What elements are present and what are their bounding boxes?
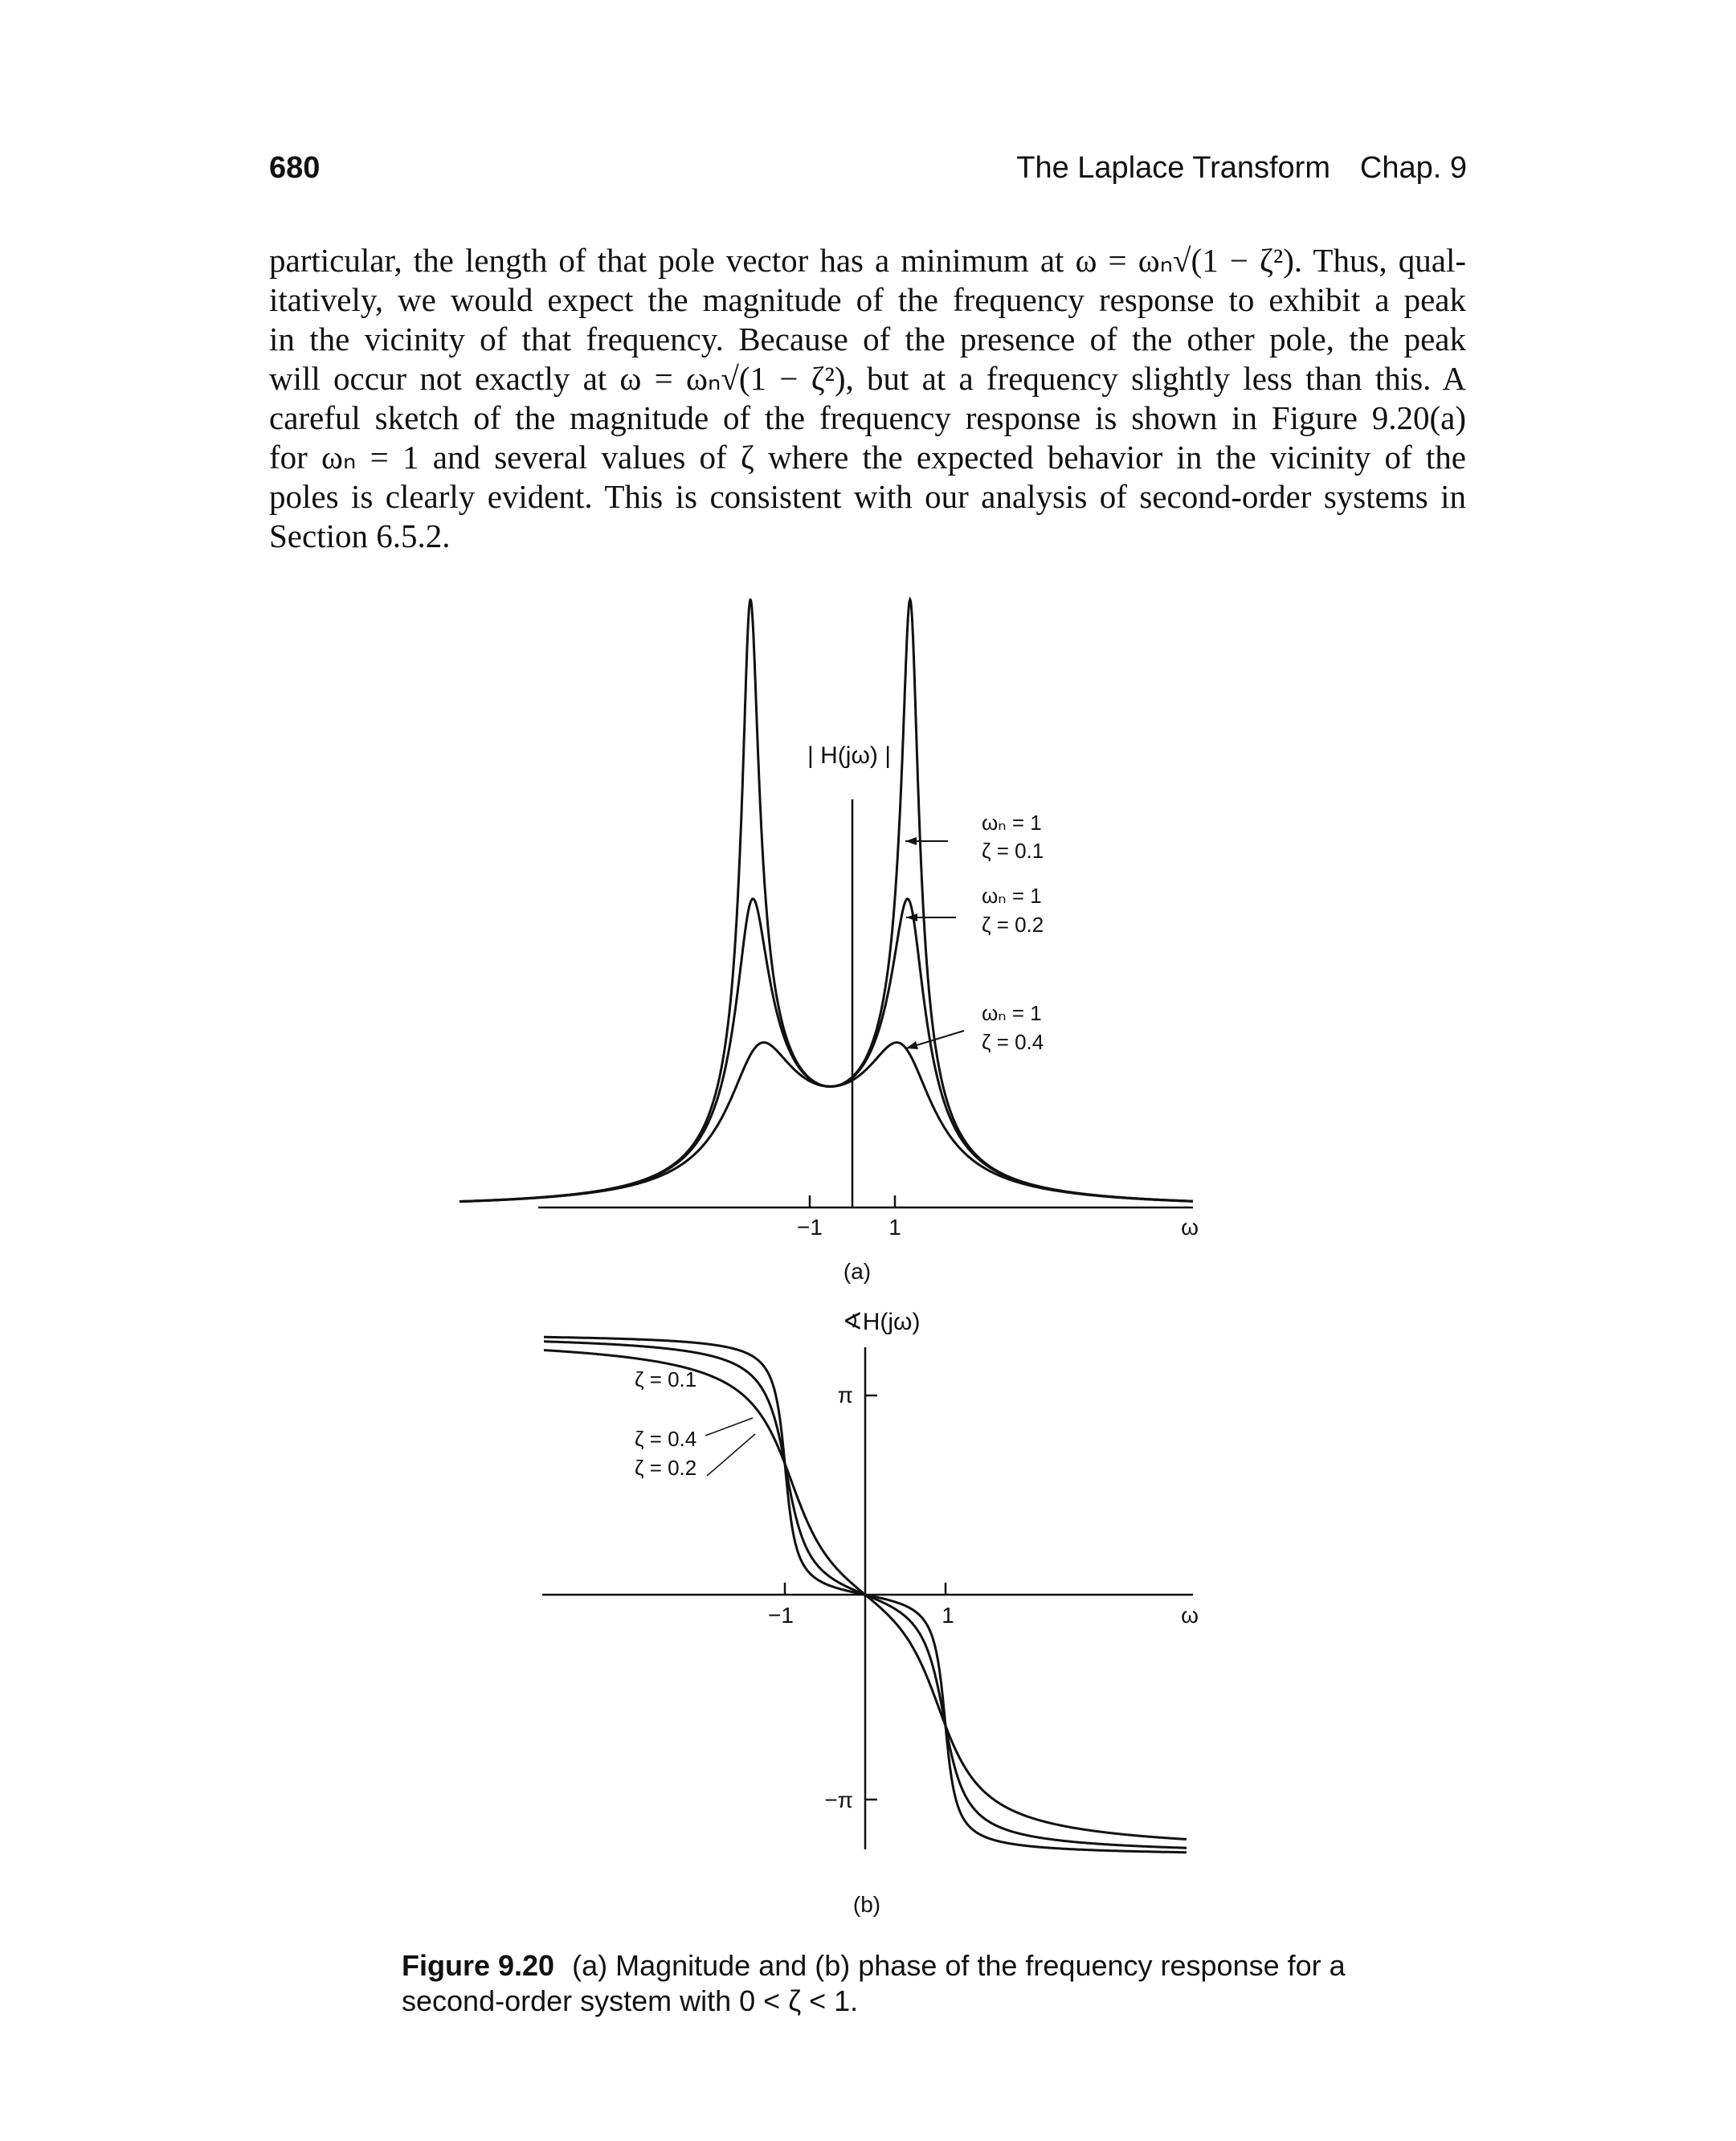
arrowhead-icon	[906, 1041, 918, 1049]
annotation-zeta: ζ = 0.4	[982, 1030, 1044, 1054]
series-line-2	[544, 1340, 1187, 1849]
panel-label-a: (a)	[843, 1259, 871, 1284]
x-tick-label-plus-1: 1	[888, 1215, 901, 1240]
caption-label: Figure 9.20	[402, 1949, 555, 1982]
phase-x-label: ω	[1181, 1603, 1199, 1628]
annotation-zeta: ζ = 0.2	[982, 913, 1044, 937]
page-header: 680 The Laplace Transform Chap. 9	[269, 151, 1467, 191]
annotation-wn: ωₙ = 1	[982, 884, 1042, 908]
body-line: for ωₙ = 1 and several values of ζ where…	[269, 439, 1466, 476]
series-line-2	[459, 897, 1193, 1203]
panel-label-b: (b)	[853, 1892, 880, 1917]
magnitude-y-label: | H(jω) |	[807, 742, 891, 769]
y-tick-label-pi: π	[838, 1383, 853, 1408]
legend-leader-zeta-0-2	[706, 1433, 756, 1477]
legend-zeta-0-2: ζ = 0.2	[635, 1456, 696, 1480]
arrowhead-icon	[905, 837, 917, 845]
body-line: will occur not exactly at ω = ωₙ√(1 − ζ²…	[269, 360, 1466, 397]
body-line: careful sketch of the magnitude of the f…	[269, 399, 1466, 436]
legend-zeta-0-1: ζ = 0.1	[635, 1367, 696, 1391]
x-tick-label-minus-1: −1	[768, 1603, 794, 1628]
body-line: particular, the length of that pole vect…	[269, 242, 1466, 279]
legend-zeta-0-4: ζ = 0.4	[635, 1427, 696, 1451]
running-title: The Laplace Transform	[1016, 151, 1330, 185]
magnitude-x-label: ω	[1181, 1215, 1199, 1240]
chapter-label: Chap. 9	[1359, 151, 1467, 185]
body-paragraph: particular, the length of that pole vect…	[269, 241, 1466, 556]
annotation-arrow-zeta-0-4	[905, 1030, 965, 1049]
phase-plot: −1 1 π −π ω ∢H(jω) ζ = 0.1 ζ = 0.4 ζ = 0…	[542, 1309, 1199, 1917]
phase-y-label: ∢H(jω)	[843, 1309, 921, 1335]
body-line: poles is clearly evident. This is consis…	[269, 478, 1466, 515]
series-line-1	[460, 596, 1193, 1203]
annotation-zeta: ζ = 0.1	[982, 839, 1044, 863]
figure-caption: Figure 9.20 (a) Magnitude and (b) phase o…	[402, 1948, 1366, 2019]
caption-text: (a) Magnitude and (b) phase of the frequ…	[402, 1949, 1346, 2017]
series-line-3	[459, 1041, 1193, 1203]
annotation-wn: ωₙ = 1	[982, 811, 1042, 835]
series-line-1	[544, 1335, 1187, 1854]
legend-leader-zeta-0-4	[705, 1417, 754, 1436]
body-line: in the vicinity of that frequency. Becau…	[269, 321, 1466, 358]
body-line: itatively, we would expect the magnitude…	[269, 281, 1466, 318]
series-line-3	[544, 1349, 1187, 1841]
y-tick-label-minus-pi: −π	[824, 1788, 853, 1812]
arrowhead-icon	[906, 913, 917, 921]
page-number: 680	[269, 151, 321, 185]
magnitude-curves	[459, 596, 1193, 1203]
x-tick-label-minus-1: −1	[797, 1215, 823, 1240]
x-tick-label-plus-1: 1	[942, 1603, 954, 1628]
body-line: Section 6.5.2.	[269, 517, 451, 554]
annotation-wn: ωₙ = 1	[982, 1001, 1042, 1025]
magnitude-plot: −1 1 ω | H(jω) | ωₙ = 1 ζ = 0.1 ωₙ = 1 ζ…	[459, 596, 1199, 1284]
phase-curves	[544, 1335, 1187, 1854]
